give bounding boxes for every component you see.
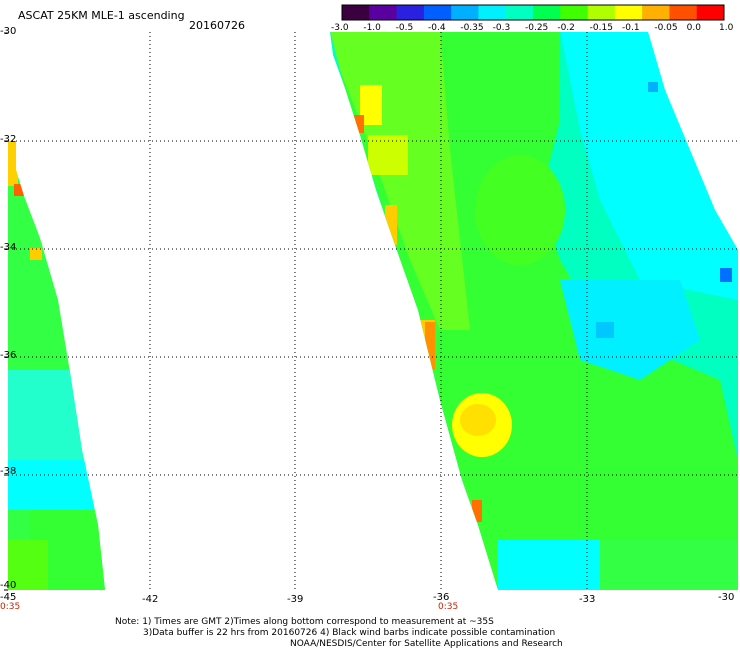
x-tick-label: -45: [0, 592, 17, 603]
x-tick-label: -39: [287, 594, 304, 605]
colorbar-segment: [642, 5, 670, 20]
time-label: 0:35: [438, 602, 459, 612]
colorbar-label: -0.25: [525, 23, 549, 33]
y-tick-label: -32: [0, 134, 17, 145]
colorbar-label: -1.0: [363, 23, 381, 33]
colorbar-label: -0.1: [622, 23, 640, 33]
colorbar-segment: [505, 5, 534, 20]
colorbar-label: -0.35: [460, 23, 484, 33]
colorbar-label: -0.4: [428, 23, 446, 33]
colorbar-label: -0.3: [492, 23, 511, 33]
x-tick-label: -42: [142, 594, 159, 605]
colorbar-segment: [669, 5, 698, 20]
y-tick-label: -36: [0, 350, 17, 361]
colorbar-segment: [587, 5, 616, 20]
colorbar: [341, 4, 725, 21]
colorbar-segment: [614, 5, 643, 20]
tick-marks: [4, 32, 8, 591]
colorbar-label: 0.0: [686, 23, 701, 33]
note-line-1: Note: 1) Times are GMT 2)Times along bot…: [115, 617, 494, 627]
y-tick-label: -30: [0, 26, 17, 37]
colorbar-segment: [342, 5, 370, 20]
colorbar-segment: [560, 5, 589, 20]
x-tick-label: -30: [718, 592, 735, 603]
colorbar-label: 1.0: [719, 23, 734, 33]
time-label: 0:35: [0, 602, 21, 612]
y-tick-label: -34: [0, 242, 17, 253]
note-line-3: NOAA/NESDIS/Center for Satellite Applica…: [290, 639, 563, 649]
colorbar-label: -0.5: [395, 23, 414, 33]
grid-lines: [8, 32, 738, 590]
left-swath: [8, 141, 105, 590]
note-line-2: 3)Data buffer is 22 hrs from 20160726 4)…: [143, 628, 556, 638]
right-swath: [330, 32, 738, 590]
colorbar-border: [341, 4, 725, 21]
colorbar-label: -3.0: [331, 23, 349, 33]
colorbar-segment: [533, 5, 561, 20]
colorbar-segment: [396, 5, 425, 20]
colorbar-label: -0.15: [589, 23, 613, 33]
y-tick-label: -40: [0, 580, 17, 591]
y-tick-label: -38: [0, 466, 17, 477]
colorbar-segment: [478, 5, 507, 20]
map-date: 20160726: [189, 19, 245, 32]
x-tick-label: -36: [433, 592, 450, 603]
colorbar-label: -0.2: [557, 23, 575, 33]
colorbar-segment: [423, 5, 452, 20]
colorbar-label: -0.05: [654, 23, 678, 33]
colorbar-segment: [696, 5, 725, 20]
map-title: ASCAT 25KM MLE-1 ascending: [18, 9, 185, 22]
colorbar-segment: [451, 5, 479, 20]
colorbar-segment: [369, 5, 398, 20]
x-tick-label: -33: [579, 594, 596, 605]
